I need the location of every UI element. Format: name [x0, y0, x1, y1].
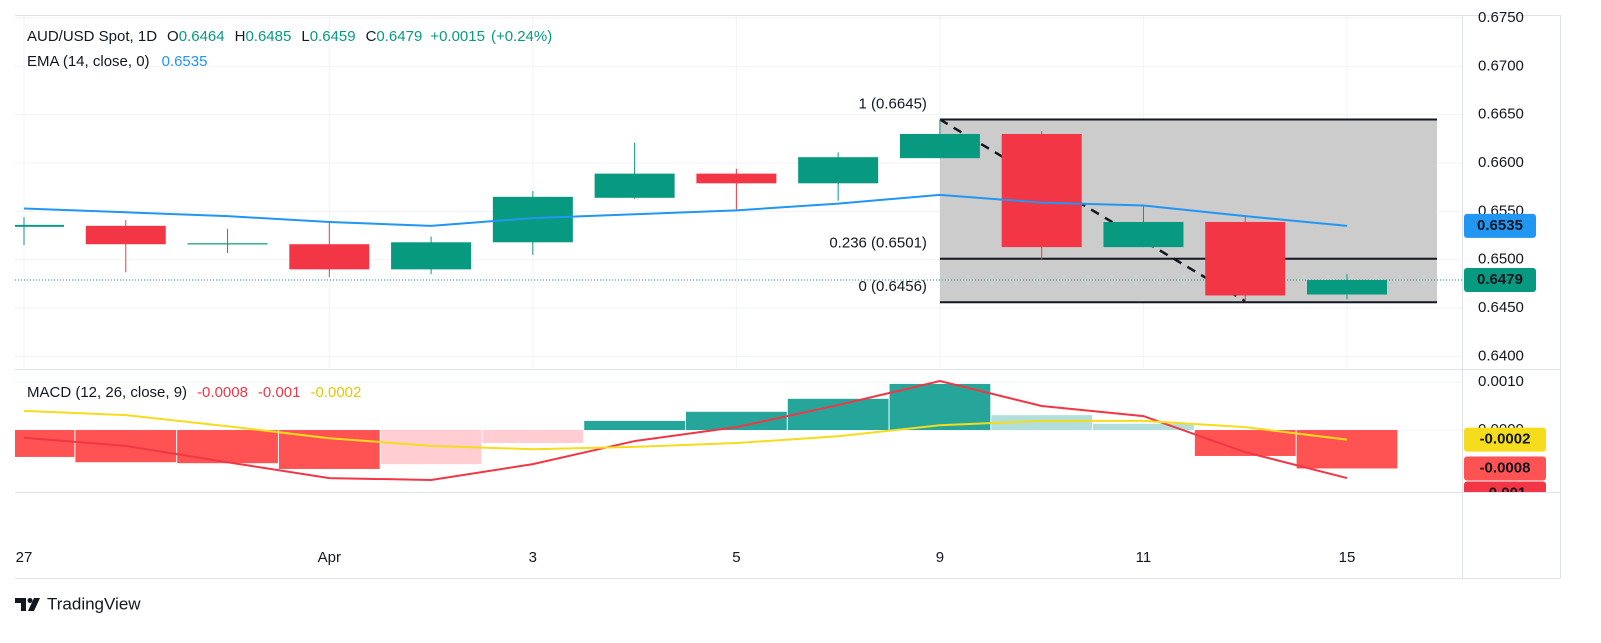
candle-body	[899, 133, 980, 159]
histogram-bar	[1093, 423, 1194, 431]
x-tick-label: 27	[16, 549, 33, 566]
ohlc-legend: AUD/USD Spot, 1D O0.6464 H0.6485 L0.6459 C0.…	[27, 28, 552, 45]
y-tick-label: 0.6500	[1478, 251, 1524, 268]
ema-line	[23, 193, 1348, 227]
y-tick-label: 0.6600	[1478, 154, 1524, 171]
fib-label: 0 (0.6456)	[859, 278, 927, 295]
candle-body	[696, 173, 777, 184]
price-badge	[1464, 268, 1536, 292]
macd-legend-part: -0.001	[258, 384, 301, 401]
histogram-bar	[787, 398, 889, 431]
macd-line	[23, 380, 1348, 481]
histogram-bar	[889, 383, 991, 431]
y-tick-label: 0.0010	[1478, 373, 1524, 390]
y-tick-label: 0.6400	[1478, 347, 1524, 364]
histogram-bar	[584, 420, 686, 431]
candle-body	[1103, 221, 1184, 248]
ohlc-legend-part: 0.6464	[179, 28, 225, 45]
price-badge-label: 0.6535	[1477, 217, 1523, 234]
macd-line	[23, 409, 1348, 451]
candle-body	[1205, 221, 1286, 296]
price-badge	[1464, 427, 1546, 452]
candle-body	[289, 244, 370, 270]
ohlc-legend-part: O	[167, 28, 179, 45]
frame	[15, 15, 1561, 579]
price-badge	[1464, 456, 1546, 481]
ohlc-legend-part: 0.6459	[310, 28, 356, 45]
trend-line	[939, 118, 1246, 303]
x-tick-label: 5	[732, 549, 740, 566]
price-badge-label: 0.6479	[1477, 271, 1523, 288]
ema-legend-part: 0.6535	[162, 53, 208, 70]
candle-body	[594, 173, 675, 198]
x-tick-label: 15	[1339, 549, 1356, 566]
branding: TradingView	[47, 594, 141, 613]
y-tick-label: 0.6650	[1478, 106, 1524, 123]
ema-legend: EMA (14, close, 0) 0.6535	[27, 53, 207, 70]
candle-body	[15, 224, 64, 227]
price-badge	[1464, 481, 1546, 492]
candle-body	[1307, 280, 1388, 295]
x-tick-label: 9	[936, 549, 944, 566]
ohlc-legend-part: H	[235, 28, 246, 45]
ohlc-legend-part: L	[301, 28, 309, 45]
ohlc-legend-part: C	[366, 28, 377, 45]
y-tick-label: 0.6450	[1478, 299, 1524, 316]
ohlc-legend-part: AUD/USD Spot, 1D	[27, 28, 157, 45]
y-tick-label: 0.6700	[1478, 57, 1524, 74]
ohlc-legend-part: 0.6479	[376, 28, 422, 45]
candle-body	[391, 242, 472, 270]
price-badge-label: -0.0008	[1480, 459, 1531, 476]
ohlc-legend-part: 0.6485	[245, 28, 291, 45]
price-badge-label: -0.001	[1484, 484, 1527, 501]
histogram-bar	[991, 415, 1093, 431]
badges: -0.0002 -0.0008 -0.001	[1464, 427, 1546, 501]
ema-legend-part: EMA (14, close, 0)	[27, 53, 150, 70]
x-tick-label: Apr	[318, 549, 341, 566]
logo	[15, 598, 40, 611]
histogram-bar	[177, 430, 278, 464]
candle-body	[187, 243, 268, 245]
plot	[15, 380, 1462, 481]
x-tick-label: 11	[1136, 549, 1152, 566]
macd-legend-part: -0.0008	[197, 384, 248, 401]
histogram-bar	[278, 430, 380, 469]
candle-body	[85, 225, 166, 245]
fib-label: 1 (0.6645)	[859, 95, 927, 112]
price-badge	[1464, 213, 1536, 238]
macd-legend-part: MACD (12, 26, close, 9)	[27, 384, 187, 401]
histogram-bar	[482, 430, 584, 444]
ohlc-legend-part: +0.0015	[430, 28, 485, 45]
logo-mark	[27, 598, 33, 603]
histogram-bar	[15, 430, 75, 457]
candle-body	[1001, 133, 1082, 248]
macd-legend-part: -0.0002	[310, 384, 361, 401]
price-badge-label: -0.0002	[1480, 431, 1531, 448]
macd-legend: MACD (12, 26, close, 9) -0.0008 -0.001 -0.0…	[27, 384, 361, 401]
x-tick-label: 3	[529, 549, 537, 566]
logo-mark	[15, 598, 26, 611]
fib-label: 0.236 (0.6501)	[829, 235, 927, 252]
plot	[15, 16, 1462, 368]
ohlc-legend-part: (+0.24%)	[491, 28, 552, 45]
y-tick-label: 0.6750	[1478, 9, 1524, 26]
histogram-bar	[686, 411, 787, 431]
candle-body	[798, 157, 879, 184]
logo-mark	[28, 598, 40, 611]
